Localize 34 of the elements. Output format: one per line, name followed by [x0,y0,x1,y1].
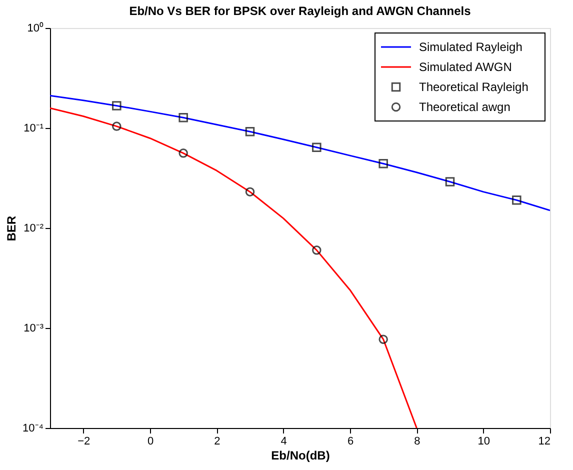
x-tick-label: 6 [347,436,354,448]
point [312,142,322,152]
x-tick-label: 2 [214,436,220,448]
y-tick-label: 10⁻³ [24,322,44,334]
point [178,148,188,158]
line-series [50,94,550,212]
point [378,334,388,344]
x-tick-label: −2 [78,436,90,448]
point [512,196,522,205]
legend-label: Simulated Rayleigh [419,40,522,54]
x-tick-label: 0 [147,436,154,448]
x-tick-label: 10 [478,436,490,448]
chart-title: Eb/No Vs BER for BPSK over Rayleigh and AWGN Channels [129,4,472,18]
legend-label: Simulated AWGN [419,60,512,74]
x-axis-title: Eb/No(dB) [271,448,330,462]
point [178,112,188,122]
point [312,246,322,255]
x-tick-label: 4 [280,436,287,448]
point [445,177,455,186]
point [245,127,255,136]
x-tick-label: 8 [414,436,420,448]
y-tick-label: 10⁻² [24,222,44,234]
line-series [50,107,418,428]
point [378,159,388,168]
point [112,101,122,110]
point [112,122,122,131]
point [245,187,255,196]
y-tick-label: 10⁰ [27,22,44,34]
x-tick-label: 12 [538,436,550,448]
legend-label: Theoretical awgn [419,100,510,114]
legend-label: Theoretical Rayleigh [419,80,528,94]
y-tick-label: 10⁻⁴ [22,422,44,434]
y-axis-title: BER [4,216,19,242]
y-tick-label: 10⁻¹ [24,122,44,134]
